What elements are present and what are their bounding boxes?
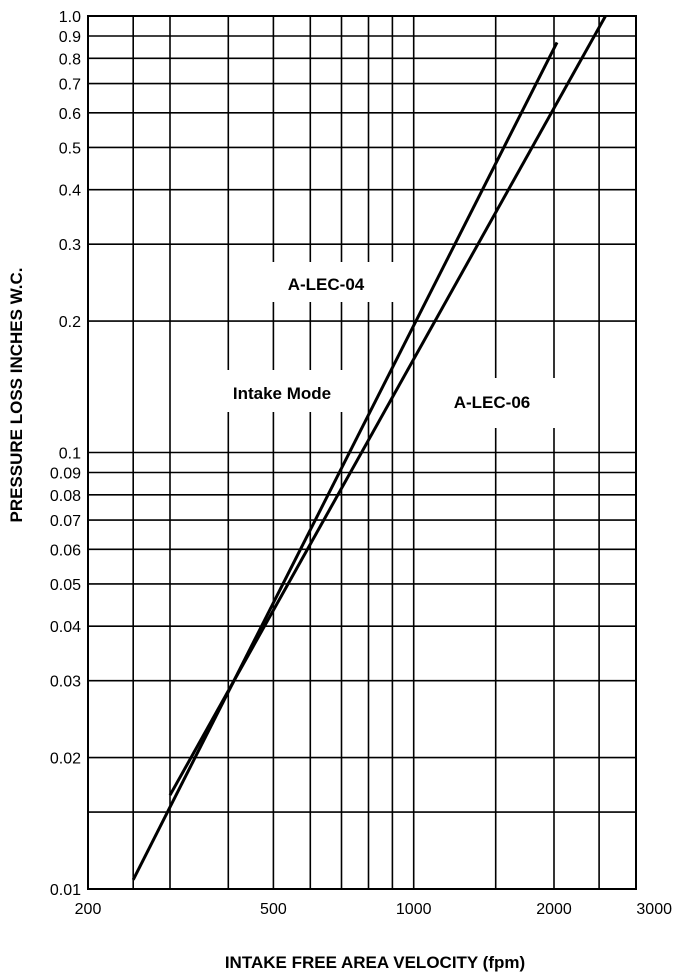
label-background: [202, 370, 362, 412]
x-tick-label: 200: [75, 901, 102, 918]
y-tick-label: 0.01: [50, 882, 81, 899]
y-tick-label: 0.5: [59, 140, 81, 157]
series-label-a-lec-06: A-LEC-06: [454, 393, 531, 412]
series-line-1: [168, 15, 607, 796]
y-tick-label: 0.04: [50, 619, 81, 636]
x-axis-title: INTAKE FREE AREA VELOCITY (fpm): [225, 953, 525, 972]
x-tick-label: 1000: [396, 901, 432, 918]
label-background: [237, 262, 397, 302]
y-tick-label: 0.7: [59, 77, 81, 94]
tick-labels: 0.01 0.02 0.03 0.04 0.05 0.06 0.07 0.08 0.09 0.1 0…: [50, 9, 672, 918]
y-tick-label: 0.4: [59, 183, 81, 200]
y-tick-label: 0.03: [50, 674, 81, 691]
y-tick-label: 0.02: [50, 751, 81, 768]
y-axis-title: PRESSURE LOSS INCHES W.C.: [7, 267, 26, 522]
y-tick-label: 0.3: [59, 237, 81, 254]
y-tick-label: 0.8: [59, 51, 81, 68]
grid: [87, 15, 637, 890]
series-lines: [131, 15, 607, 881]
x-tick-label: 3000: [636, 901, 672, 918]
y-tick-label: 0.1: [59, 446, 81, 463]
y-tick-label: 0.05: [50, 577, 81, 594]
y-tick-label: 0.08: [50, 488, 81, 505]
plot-frame: [87, 15, 637, 890]
label-background: [425, 378, 575, 428]
series-labels: A-LEC-04 A-LEC-06 Intake Mode: [233, 275, 530, 412]
y-tick-label: 1.0: [59, 9, 81, 26]
annotation-intake-mode: Intake Mode: [233, 384, 331, 403]
y-tick-label: 0.06: [50, 542, 81, 559]
series-line-0: [131, 41, 559, 881]
y-tick-label: 0.09: [50, 466, 81, 483]
x-tick-label: 500: [260, 901, 287, 918]
y-tick-label: 0.9: [59, 29, 81, 46]
x-tick-label: 2000: [536, 901, 572, 918]
series-label-a-lec-04: A-LEC-04: [288, 275, 365, 294]
y-tick-label: 0.6: [59, 106, 81, 123]
y-tick-label: 0.2: [59, 314, 81, 331]
y-tick-label: 0.07: [50, 513, 81, 530]
